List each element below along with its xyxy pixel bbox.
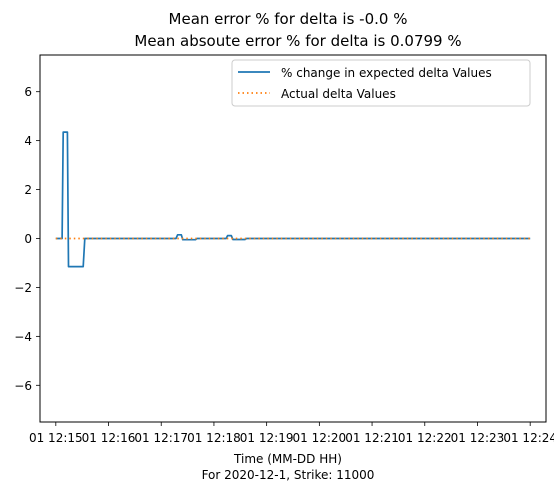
y-tick-label: 4 xyxy=(24,134,32,148)
x-tick-label: 01 12:16 xyxy=(82,431,136,445)
legend: % change in expected delta Values Actual… xyxy=(232,60,530,106)
y-tick-label: 0 xyxy=(24,232,32,246)
x-tick-label: 01 12:21 xyxy=(345,431,399,445)
y-tick-label: 6 xyxy=(24,85,32,99)
y-tick-label: −2 xyxy=(14,281,32,295)
series-layer xyxy=(56,132,530,267)
x-tick-label: 01 12:24 xyxy=(503,431,554,445)
x-tick-label: 01 12:15 xyxy=(29,431,83,445)
x-tick-label: 01 12:22 xyxy=(398,431,452,445)
y-tick-label: −4 xyxy=(14,330,32,344)
y-tick-label: −6 xyxy=(14,379,32,393)
x-axis-sublabel: For 2020-12-1, Strike: 11000 xyxy=(202,468,375,482)
y-tick-label: 2 xyxy=(24,183,32,197)
chart-title-line1: Mean error % for delta is -0.0 % xyxy=(169,10,408,28)
x-tick-label: 01 12:17 xyxy=(134,431,188,445)
y-axis: −6 −4 −2 0 2 4 6 xyxy=(14,85,40,393)
chart-title-line2: Mean absoute error % for delta is 0.0799… xyxy=(134,32,461,50)
series-line-expected-delta xyxy=(56,132,530,267)
legend-label-expected-delta: % change in expected delta Values xyxy=(281,66,492,80)
x-tick-label: 01 12:20 xyxy=(293,431,347,445)
x-tick-label: 01 12:19 xyxy=(240,431,294,445)
x-axis: 01 12:15 01 12:16 01 12:17 01 12:18 01 12:19… xyxy=(29,422,554,445)
x-tick-label: 01 12:23 xyxy=(451,431,505,445)
x-axis-label: Time (MM-DD HH) xyxy=(233,452,342,466)
x-tick-label: 01 12:18 xyxy=(187,431,241,445)
legend-label-actual-delta: Actual delta Values xyxy=(281,87,396,101)
